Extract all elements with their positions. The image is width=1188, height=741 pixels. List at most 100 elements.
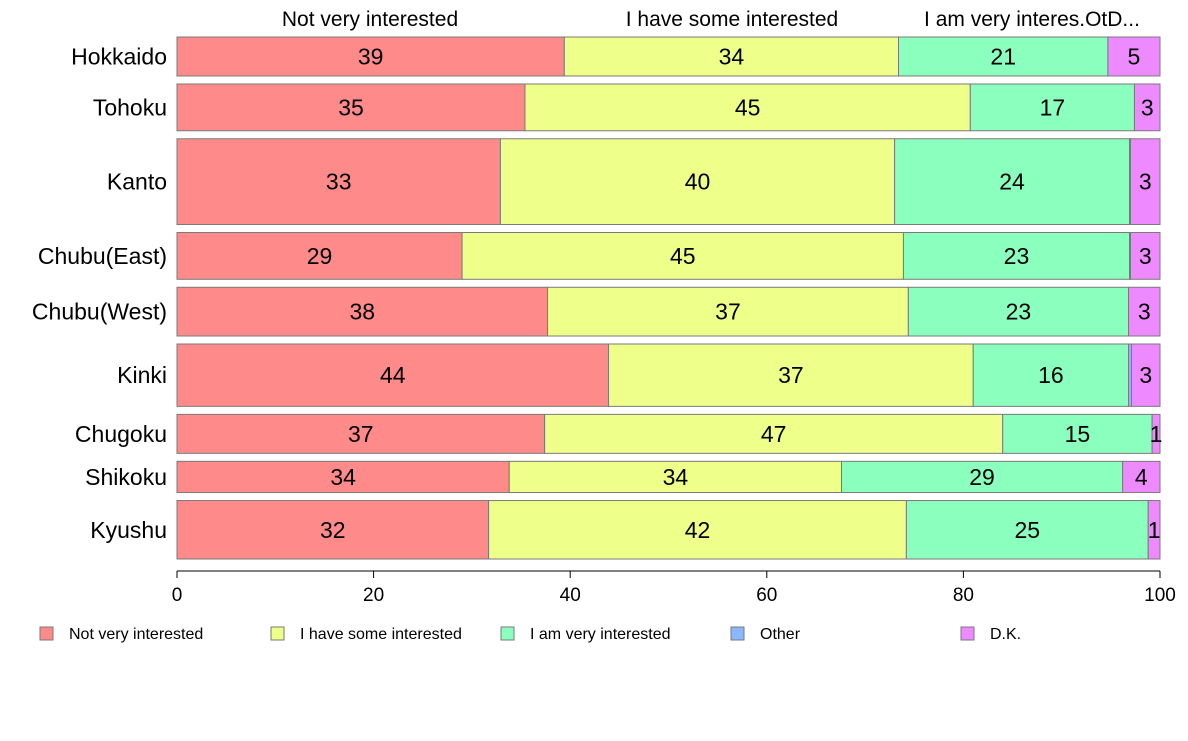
data-label-chugoku-i-have-some-interested: 47 [761,421,787,447]
bar-segment-shikoku-d-k [1122,460,1161,494]
legend-swatch-not-very-interested [39,626,54,641]
data-label-kanto-i-have-some-interested: 40 [685,169,711,195]
bar-row-kyushu: 32 42 25 1 [176,500,1161,560]
category-label-chubu-west: Chubu(West) [32,299,167,325]
legend-swatch-i-am-very-interested [500,626,515,641]
legend-item-d-k: D.K. [960,626,1021,643]
data-label-shikoku-d-k: 4 [1135,464,1148,490]
legend-swatch-d-k [960,626,975,641]
x-tick-label-40: 40 [560,585,581,606]
bar-row-shikoku: 34 34 29 4 [176,460,1161,494]
top-column-labels: Not very interested I have some intereste… [282,8,1140,31]
category-label-kanto: Kanto [107,169,167,195]
bar-segment-hokkaido-not-very-interested [176,36,565,77]
category-labels: Hokkaido Tohoku Kanto Chubu(East) Chubu(West… [32,43,167,542]
legend-label-i-am-very-interested: I am very interested [530,626,671,643]
bar-row-chubu-west: 38 37 23 3 [176,286,1161,337]
bar-segment-kinki-i-am-very-interested [972,343,1130,407]
bar-segment-kyushu-i-have-some-interested [488,500,907,560]
x-tick-label-0: 0 [172,585,183,606]
data-label-hokkaido-i-am-very-interested: 21 [990,43,1016,69]
bar-segment-shikoku-i-am-very-interested [841,460,1124,494]
bar-segment-chubu-east-d-k [1130,232,1161,280]
bar-segment-chugoku-i-have-some-interested [544,413,1004,454]
data-label-chubu-west-i-am-very-interested: 23 [1006,299,1032,325]
data-label-kinki-d-k: 3 [1139,362,1152,388]
category-label-kyushu: Kyushu [90,517,167,543]
data-label-tohoku-d-k: 3 [1141,94,1154,120]
data-label-chubu-east-not-very-interested: 29 [307,243,333,269]
top-label-3: I am very interes.OtD... [924,8,1140,31]
x-tick-label-20: 20 [363,585,384,606]
bar-row-hokkaido: 39 34 21 5 [176,36,1161,77]
bar-segment-kanto-not-very-interested [176,138,501,226]
data-label-chubu-west-i-have-some-interested: 37 [715,299,741,325]
data-label-kyushu-i-have-some-interested: 42 [685,517,711,543]
data-label-chubu-west-not-very-interested: 38 [349,299,375,325]
bar-segment-hokkaido-d-k [1107,36,1161,77]
top-label-2: I have some interested [626,8,838,31]
bar-segment-kinki-d-k [1130,343,1161,407]
bar-row-chugoku: 37 47 15 1 [176,413,1162,454]
bar-row-kanto: 33 40 24 3 [176,138,1161,226]
bar-segment-chubu-east-i-am-very-interested [902,232,1131,280]
data-label-chugoku-not-very-interested: 37 [348,421,374,447]
bars-area: 39 34 21 535 45 17 333 40 24 329 45 23 338 37 23 344 37 1… [176,36,1162,560]
data-label-hokkaido-i-have-some-interested: 34 [719,43,745,69]
legend-swatch-other [730,626,745,641]
bar-row-chubu-east: 29 45 23 3 [176,232,1161,280]
bar-segment-kyushu-not-very-interested [176,500,490,560]
category-label-chugoku: Chugoku [75,421,167,447]
bar-row-tohoku: 35 45 17 3 [176,83,1161,132]
data-label-kyushu-not-very-interested: 32 [320,517,346,543]
legend-label-i-have-some-interested: I have some interested [300,626,462,643]
bar-row-kinki: 44 37 16 3 [176,343,1161,407]
bar-segment-kinki-i-have-some-interested [608,343,974,407]
data-label-chugoku-i-am-very-interested: 15 [1065,421,1091,447]
category-label-hokkaido: Hokkaido [71,43,167,69]
legend-label-d-k: D.K. [990,626,1021,643]
data-label-kanto-i-am-very-interested: 24 [999,169,1025,195]
bar-segment-kanto-d-k [1130,138,1161,226]
bar-segment-kyushu-d-k [1147,500,1161,560]
data-label-tohoku-i-have-some-interested: 45 [735,94,761,120]
bar-segment-kanto-i-have-some-interested [499,138,896,226]
legend: Not very interested I have some intereste… [39,626,1021,643]
data-label-hokkaido-d-k: 5 [1128,43,1141,69]
bar-segment-kinki-not-very-interested [176,343,610,407]
data-label-kyushu-i-am-very-interested: 25 [1014,517,1040,543]
bar-segment-tohoku-not-very-interested [176,83,526,132]
bar-segment-tohoku-i-have-some-interested [524,83,971,132]
x-tick-label-80: 80 [953,585,974,606]
bar-segment-chubu-east-i-have-some-interested [461,232,904,280]
data-label-shikoku-i-have-some-interested: 34 [663,464,689,490]
bar-segment-chubu-west-i-have-some-interested [547,286,909,337]
category-label-tohoku: Tohoku [93,94,167,120]
bar-segment-hokkaido-i-have-some-interested [563,36,900,77]
data-label-kanto-not-very-interested: 33 [326,169,352,195]
data-label-tohoku-not-very-interested: 35 [338,94,364,120]
bar-segment-chugoku-i-am-very-interested [1002,413,1153,454]
data-label-hokkaido-not-very-interested: 39 [358,43,384,69]
legend-label-other: Other [760,626,801,643]
bar-segment-shikoku-not-very-interested [176,460,510,494]
category-label-shikoku: Shikoku [85,464,167,490]
data-label-chubu-west-d-k: 3 [1138,299,1151,325]
data-label-shikoku-i-am-very-interested: 29 [969,464,995,490]
bar-segment-chubu-west-not-very-interested [176,286,549,337]
legend-item-i-have-some-interested: I have some interested [270,626,462,643]
bar-segment-kyushu-i-am-very-interested [905,500,1149,560]
category-label-chubu-east: Chubu(East) [38,243,167,269]
top-label-1: Not very interested [282,8,458,31]
bar-segment-chubu-west-i-am-very-interested [907,286,1130,337]
bar-segment-tohoku-d-k [1133,83,1161,132]
data-label-chubu-east-i-have-some-interested: 45 [670,243,696,269]
legend-swatch-i-have-some-interested [270,626,285,641]
data-label-kinki-i-have-some-interested: 37 [778,362,804,388]
category-label-kinki: Kinki [117,362,167,388]
bar-segment-chubu-east-not-very-interested [176,232,463,280]
data-label-kinki-i-am-very-interested: 16 [1038,362,1064,388]
bar-segment-chubu-west-d-k [1128,286,1161,337]
